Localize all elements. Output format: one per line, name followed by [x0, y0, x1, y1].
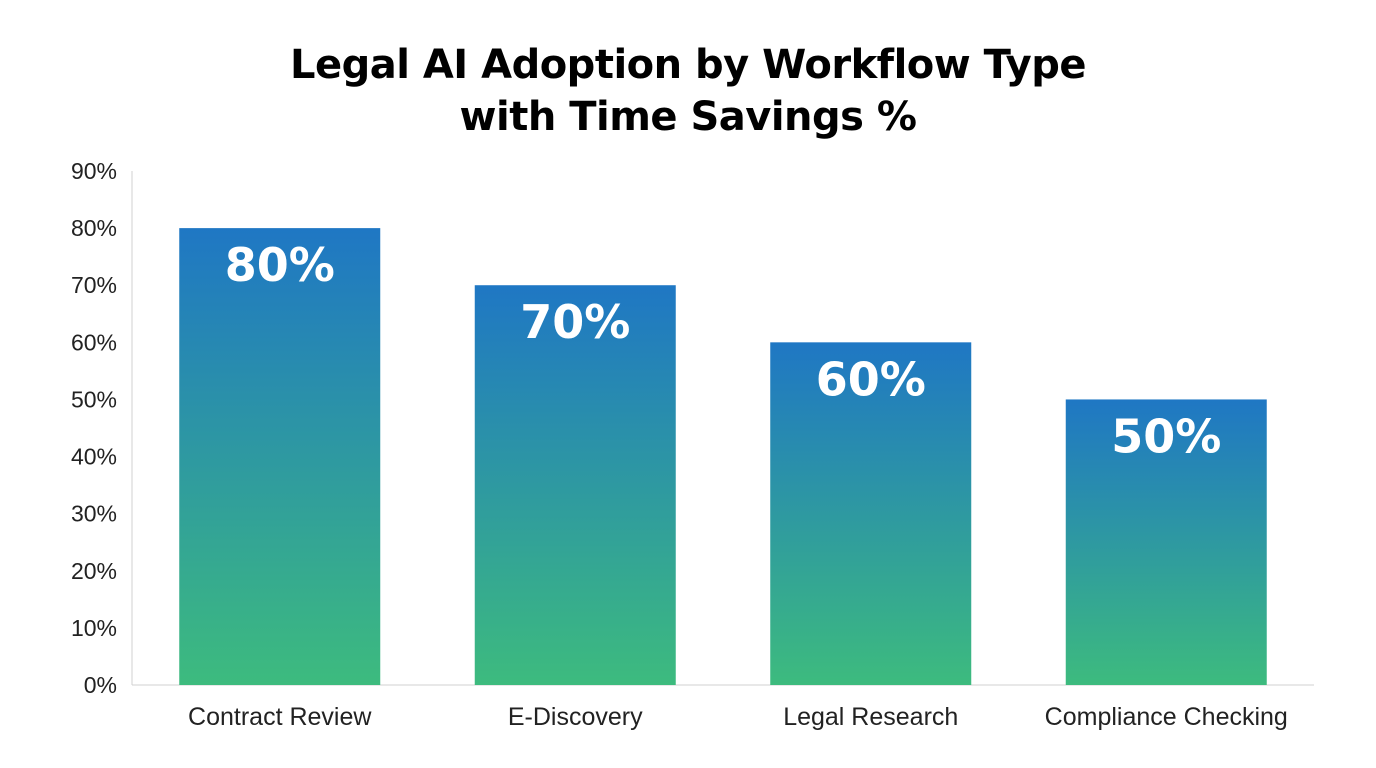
bar: [474, 285, 676, 685]
y-tick-label: 20%: [71, 558, 117, 584]
bar-value-label: 70%: [520, 295, 630, 349]
y-tick-label: 90%: [71, 158, 117, 184]
chart-title-line-1: Legal AI Adoption by Workflow Type: [289, 42, 1087, 88]
x-category-label: Compliance Checking: [1045, 703, 1288, 731]
y-tick-label: 0%: [84, 672, 117, 698]
x-category-label: Legal Research: [783, 703, 958, 731]
y-tick-label: 70%: [71, 272, 117, 298]
bar: [1065, 399, 1267, 685]
bar-value-label: 60%: [816, 352, 926, 406]
chart-title-line-2: with Time Savings %: [459, 94, 917, 140]
x-category-label: Contract Review: [188, 703, 372, 731]
bar: [179, 228, 381, 685]
y-tick-label: 30%: [71, 501, 117, 527]
bar-value-label: 80%: [225, 238, 335, 292]
x-category-label: E-Discovery: [508, 703, 643, 731]
y-tick-label: 80%: [71, 215, 117, 241]
y-tick-label: 40%: [71, 444, 117, 470]
y-tick-label: 50%: [71, 386, 117, 412]
bar-value-label: 50%: [1111, 409, 1221, 463]
bar: [770, 342, 972, 685]
y-tick-label: 10%: [71, 615, 117, 641]
y-tick-label: 60%: [71, 329, 117, 355]
